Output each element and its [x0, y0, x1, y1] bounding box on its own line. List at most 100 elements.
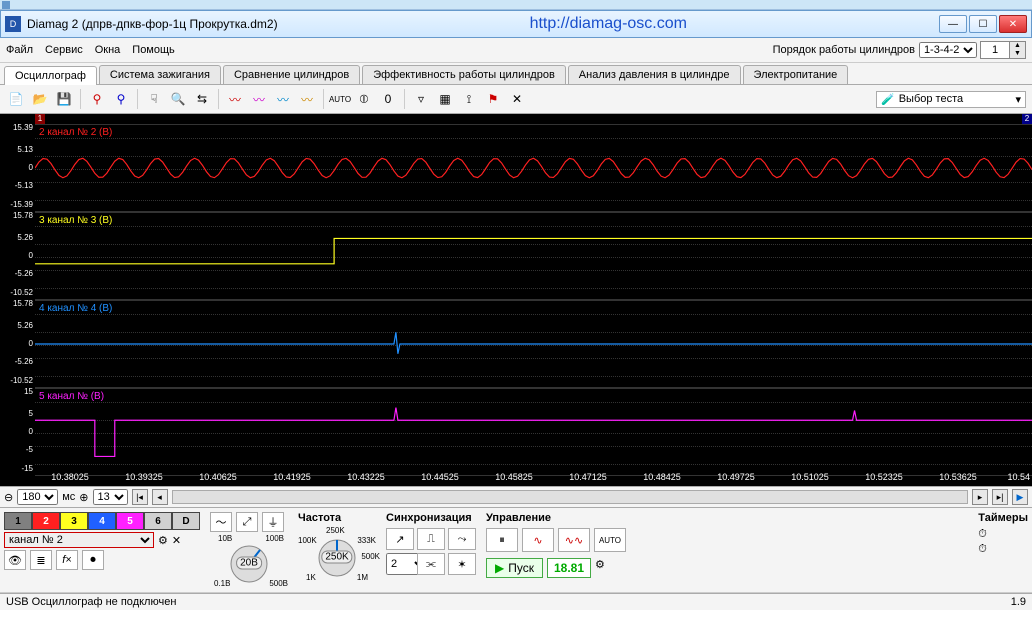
menu-file[interactable]: Файл [6, 44, 33, 56]
channel-button-6[interactable]: 6 [144, 512, 172, 530]
scope-lane-3: 3 канал № 3 (B) [35, 212, 1032, 300]
start-button[interactable]: ▶ Пуск [486, 558, 543, 578]
multi-wave-icon[interactable]: ∿∿ [558, 528, 590, 552]
minimize-button[interactable]: — [939, 15, 967, 33]
tab-efficiency[interactable]: Эффективность работы цилиндров [362, 65, 566, 84]
play-icon[interactable]: ▶ [1012, 489, 1028, 505]
single-wave-icon[interactable]: ∿ [522, 528, 554, 552]
channel-button-4[interactable]: 4 [88, 512, 116, 530]
sync-cross-icon[interactable]: ✶ [448, 553, 476, 575]
channel-button-1[interactable]: 1 [4, 512, 32, 530]
channel-button-5[interactable]: 5 [116, 512, 144, 530]
filter-icon[interactable]: ▿ [411, 89, 431, 109]
maximize-button[interactable]: ☐ [969, 15, 997, 33]
scroll-first-icon[interactable]: |◂ [132, 489, 148, 505]
scroll-next-icon[interactable]: ▸ [972, 489, 988, 505]
menu-help[interactable]: Помощь [132, 44, 175, 56]
freq-value: 250K [321, 550, 352, 563]
marker-2[interactable]: 2 [1022, 114, 1032, 124]
sync-ext-icon[interactable]: ⤳ [448, 528, 476, 550]
scope-canvas[interactable]: 1 2 2 канал № 2 (B)3 канал № 3 (B)4 кана… [35, 114, 1032, 486]
timer2-icon[interactable]: ⏱ [978, 543, 1028, 556]
span-icon[interactable]: ⇆ [192, 89, 212, 109]
freq-group: Частота 250K 100K 250K 333K 500K 1K 1M [298, 512, 376, 588]
window-titlebar: D Diamag 2 (дпрв-дпкв-фор-1ц Прокрутка.d… [0, 10, 1032, 38]
run-gear-icon[interactable]: ⚙ [595, 558, 605, 578]
plus-icon[interactable]: ⊕ [79, 491, 88, 504]
timer1-icon[interactable]: ⏱ [978, 528, 1028, 541]
play-green-icon: ▶ [495, 561, 504, 575]
menu-service[interactable]: Сервис [45, 44, 83, 56]
marker-1[interactable]: 1 [35, 114, 45, 124]
tab-bar: Осциллограф Система зажигания Сравнение … [0, 63, 1032, 85]
status-bar: USB Осциллограф не подключен 1.9 [0, 593, 1032, 610]
auto-run-icon[interactable]: AUTO [594, 528, 626, 552]
sync-level-icon[interactable]: ⎍ [417, 528, 445, 550]
invert-icon[interactable]: ⤢ [236, 512, 258, 532]
new-icon[interactable]: 📄 [6, 89, 26, 109]
zoom-select[interactable]: 13 [93, 489, 128, 505]
eye-icon[interactable]: 👁 [4, 550, 26, 570]
fx-icon[interactable]: f× [56, 550, 78, 570]
volt-value: 20B [236, 556, 262, 569]
pause-icon[interactable]: ⏸ [486, 528, 518, 552]
close-button[interactable]: ✕ [999, 15, 1027, 33]
control-panel: 123456D канал № 2 ⚙ ✕ 👁 ≣ f× ⏺ 〜 ⤢ ⏚ 20B… [0, 508, 1032, 593]
freq-dial[interactable]: 250K 100K 250K 333K 500K 1K 1M [298, 528, 376, 582]
freq-title: Частота [298, 512, 376, 524]
cursor-icon[interactable]: ☟ [144, 89, 164, 109]
time-track[interactable] [172, 490, 969, 504]
channel-button-3[interactable]: 3 [60, 512, 88, 530]
zero-icon[interactable]: 0 [378, 89, 398, 109]
spin-down-icon[interactable]: ▼ [1009, 50, 1025, 58]
cyl-number-spin[interactable]: ▲▼ [980, 41, 1026, 59]
wave2-icon[interactable]: 〰 [249, 89, 269, 109]
channel-button-2[interactable]: 2 [32, 512, 60, 530]
cyl-number-input[interactable] [981, 42, 1009, 58]
tab-cyl-compare[interactable]: Сравнение цилиндров [223, 65, 360, 84]
tab-ignition[interactable]: Система зажигания [99, 65, 221, 84]
channel-gear-icon[interactable]: ⚙ [158, 534, 168, 547]
delete-icon[interactable]: ✕ [507, 89, 527, 109]
tab-power[interactable]: Электропитание [743, 65, 849, 84]
wave4-icon[interactable]: 〰 [297, 89, 317, 109]
window-title: Diamag 2 (дпрв-дпкв-фор-1ц Прокрутка.dm2… [27, 17, 278, 31]
timespan-select[interactable]: 180 [17, 489, 58, 505]
scroll-prev-icon[interactable]: ◂ [152, 489, 168, 505]
channel-close-icon[interactable]: ✕ [172, 534, 181, 547]
wave1-icon[interactable]: 〰 [225, 89, 245, 109]
channel-button-D[interactable]: D [172, 512, 200, 530]
auto-icon[interactable]: AUTO [330, 89, 350, 109]
ac-icon[interactable]: 〜 [210, 512, 232, 532]
spin-up-icon[interactable]: ▲ [1009, 42, 1025, 50]
math-icon[interactable]: ≣ [30, 550, 52, 570]
firing-order-label: Порядок работы цилиндров [773, 44, 915, 56]
tab-oscillograph[interactable]: Осциллограф [4, 66, 97, 85]
record-icon[interactable]: ⏺ [82, 550, 104, 570]
sync-link-icon[interactable]: ⫘ [417, 553, 445, 575]
header-url[interactable]: http://diamag-osc.com [278, 15, 939, 33]
version-text: 1.9 [1011, 596, 1026, 608]
marker-b-icon[interactable]: ⚲ [111, 89, 131, 109]
center-icon[interactable]: ⦶ [354, 89, 374, 109]
sync-rise-icon[interactable]: ↗ [386, 528, 414, 550]
grid-icon[interactable]: ▦ [435, 89, 455, 109]
ruler-icon[interactable]: ⟟ [459, 89, 479, 109]
volt-dial[interactable]: 20B 10B 100B 0.1B 500B [210, 534, 288, 588]
tab-pressure[interactable]: Анализ давления в цилиндре [568, 65, 741, 84]
sync-title: Синхронизация [386, 512, 476, 524]
menu-windows[interactable]: Окна [95, 44, 121, 56]
scroll-last-icon[interactable]: ▸| [992, 489, 1008, 505]
flag-icon[interactable]: ⚑ [483, 89, 503, 109]
test-select[interactable]: 🧪 Выбор теста ▾ [876, 91, 1026, 108]
firing-order-select[interactable]: 1-3-4-2 [919, 42, 977, 58]
minus-icon[interactable]: ⊖ [4, 491, 13, 504]
ground-icon[interactable]: ⏚ [262, 512, 284, 532]
marker-a-icon[interactable]: ⚲ [87, 89, 107, 109]
channel-select[interactable]: канал № 2 [4, 532, 154, 548]
zoom-icon[interactable]: 🔍 [168, 89, 188, 109]
open-icon[interactable]: 📂 [30, 89, 50, 109]
save-icon[interactable]: 💾 [54, 89, 74, 109]
wave3-icon[interactable]: 〰 [273, 89, 293, 109]
run-value: 18.81 [547, 558, 591, 578]
